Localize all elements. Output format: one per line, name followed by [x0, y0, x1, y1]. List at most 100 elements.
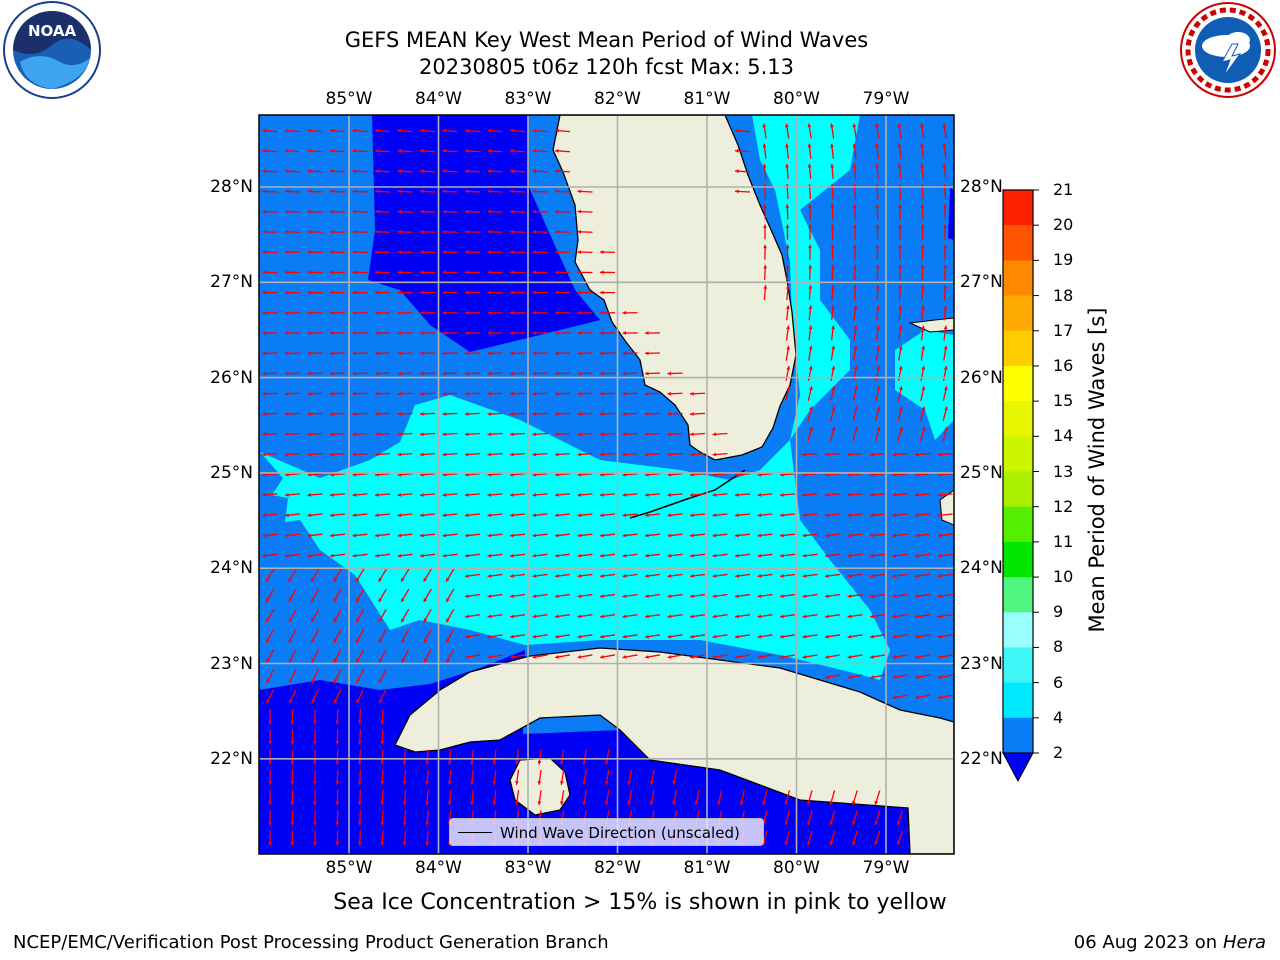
wave-arrow [577, 493, 593, 497]
wave-arrow [599, 351, 616, 356]
wave-arrow [509, 189, 526, 194]
wave-arrow [599, 391, 616, 396]
wave-arrow [847, 452, 863, 457]
wave-arrow [808, 224, 812, 240]
wave-arrow [892, 593, 908, 599]
lat-tick-left-3: 25°N [210, 462, 253, 483]
wave-arrow [492, 790, 497, 806]
wave-arrow [554, 209, 571, 214]
wave-arrow [734, 128, 751, 133]
wave-arrow [352, 209, 368, 214]
wave-arrow [712, 452, 728, 457]
wave-arrow [921, 305, 925, 321]
wave-arrow [914, 634, 931, 639]
wave-arrow [423, 588, 432, 603]
wave-arrow [284, 310, 301, 315]
wave-arrow [622, 432, 638, 437]
wave-arrow [627, 769, 633, 785]
lat-tick-right-5: 23°N [960, 653, 1003, 674]
wave-arrow [807, 810, 813, 826]
wave-arrow [937, 654, 953, 659]
wave-arrow [914, 593, 931, 599]
wave-arrow [329, 149, 346, 153]
wave-arrow [847, 654, 863, 659]
wave-arrow [937, 573, 953, 578]
wave-arrow [464, 290, 481, 295]
wave-arrow [532, 250, 548, 255]
wave-arrow [288, 669, 297, 684]
wave-arrow [649, 769, 655, 785]
wave-arrow [627, 790, 633, 806]
wave-arrow [847, 674, 863, 679]
wave-arrow [807, 790, 813, 805]
credit-date-text: 06 Aug 2023 on [1073, 932, 1218, 953]
wave-arrow [920, 163, 925, 179]
wave-arrow [307, 533, 323, 538]
lon-tick-top-4: 81°W [683, 89, 731, 109]
wave-arrow [853, 285, 858, 301]
wave-arrow [509, 432, 526, 437]
wave-arrow [644, 573, 661, 578]
wave-arrow [509, 391, 526, 396]
wave-arrow [442, 310, 458, 315]
wave-arrow [445, 568, 455, 583]
wave-arrow [374, 270, 391, 275]
wave-arrow [869, 533, 886, 538]
wave-arrow [599, 310, 616, 315]
wave-arrow [915, 674, 930, 679]
wave-arrow [445, 588, 455, 603]
wave-arrow [734, 573, 751, 578]
wave-arrow [829, 790, 836, 805]
wave-arrow [577, 573, 593, 578]
wave-arrow [825, 674, 840, 679]
wave-arrow [898, 285, 903, 301]
wave-arrow [852, 163, 857, 179]
wave-arrow [577, 331, 593, 335]
wave-arrow [757, 493, 773, 497]
wave-arrow [622, 573, 638, 578]
wave-arrow [875, 244, 880, 260]
wave-arrow [943, 345, 948, 361]
wave-arrow [352, 169, 368, 174]
wave-arrow [265, 629, 275, 643]
wave-arrow [284, 391, 301, 396]
wave-arrow [914, 533, 931, 538]
wave-arrow [284, 472, 301, 477]
wave-arrow [852, 406, 858, 422]
wave-arrow [830, 406, 836, 422]
wave-arrow [577, 391, 593, 396]
wave-arrow [509, 513, 526, 518]
wave-arrow [830, 123, 835, 139]
wave-arrow [734, 472, 751, 477]
lat-tick-right-0: 28°N [960, 177, 1003, 197]
wave-arrow [896, 810, 903, 826]
nws-logo-icon [1176, 0, 1280, 100]
wave-arrow [712, 553, 728, 558]
wave-arrow [599, 331, 616, 335]
wave-arrow [265, 568, 275, 583]
wave-arrow [532, 189, 548, 194]
wave-arrow [442, 209, 458, 214]
wave-arrow [329, 290, 346, 295]
wave-arrow [937, 452, 953, 457]
wave-arrow [284, 452, 301, 457]
colorbar-segment [1003, 717, 1033, 754]
wave-arrow [329, 351, 346, 356]
wave-arrow [785, 345, 791, 361]
wave-arrow [937, 472, 953, 477]
wave-arrow [734, 634, 751, 639]
wave-arrow [487, 452, 503, 457]
colorbar-segment [1003, 365, 1033, 402]
wave-arrow [352, 310, 368, 315]
wave-arrow [644, 654, 661, 659]
wave-arrow [762, 163, 767, 179]
wave-arrow [487, 614, 503, 619]
wave-arrow [757, 472, 773, 477]
wave-arrow [644, 391, 661, 396]
isla-juventud-land [509, 757, 571, 816]
wave-arrow [445, 608, 455, 623]
wave-arrow [307, 513, 323, 518]
wave-arrow [402, 749, 407, 765]
wave-arrow [397, 209, 413, 214]
wave-arrow [374, 331, 391, 335]
